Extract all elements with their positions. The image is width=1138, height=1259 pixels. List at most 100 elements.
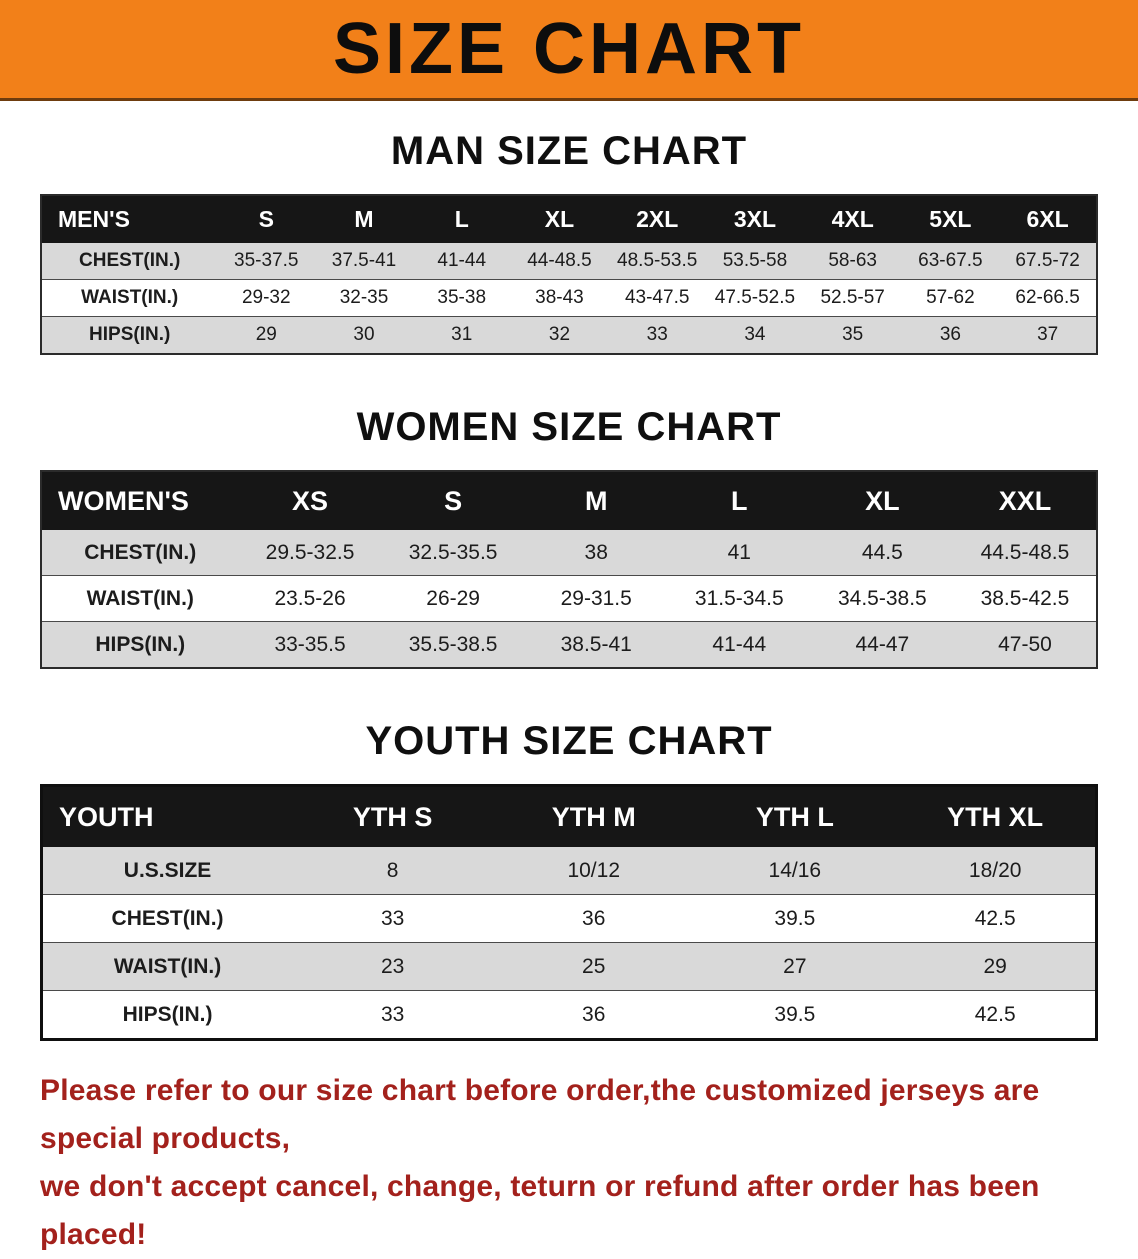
table-cell: 32-35 <box>339 287 389 308</box>
row-label-cell: HIPS(IN.) <box>122 1002 213 1026</box>
section-heading: MAN SIZE CHART <box>390 129 748 173</box>
table-cell: 23 <box>380 954 405 978</box>
table-header-cell: WOMEN'S <box>41 471 239 530</box>
table-cell: 34.5-38.5 <box>837 586 927 610</box>
row-label-cell: WAIST(IN.) <box>81 287 179 308</box>
table-cell: 31.5-34.5 <box>694 586 784 610</box>
section-heading: WOMEN SIZE CHART <box>356 405 782 449</box>
table-cell: 27 <box>783 954 807 978</box>
table-row: WAIST(IN.) 29-32 32-35 35-38 38-43 43-47.5 47.… <box>41 279 1097 317</box>
size-table-men: MEN'S S M L XL 2XL 3XL 4XL 5XL 6XL CHEST(IN.) 35-37… <box>40 194 1098 355</box>
row-label-cell: WAIST(IN.) <box>86 586 194 610</box>
table-header-cell: XL <box>510 195 609 243</box>
table-cell: 44.5-48.5 <box>980 540 1070 564</box>
table-cell: 29-32 <box>241 287 291 308</box>
table-cell: 35.5-38.5 <box>408 632 498 656</box>
table-cell: 10/12 <box>567 858 621 882</box>
table-header-cell: 3XL <box>706 195 804 243</box>
table-cell: 25 <box>582 954 606 978</box>
row-label-cell: CHEST(IN.) <box>111 906 224 930</box>
table-cell: 33 <box>380 906 405 930</box>
table-cell: 33-35.5 <box>274 632 346 656</box>
row-label-cell: WAIST(IN.) <box>113 954 222 978</box>
table-header-cell: M <box>315 195 413 243</box>
table-cell: 31 <box>451 324 473 345</box>
table-header-cell: M <box>524 471 668 530</box>
table-cell: 33 <box>380 1002 405 1026</box>
table-header-cell: XL <box>810 471 954 530</box>
table-cell: 37 <box>1037 324 1059 345</box>
page-title: SIZE CHART <box>333 9 805 89</box>
table-cell: 33 <box>646 324 668 345</box>
table-cell: 8 <box>386 858 399 882</box>
table-cell: 14/16 <box>768 858 822 882</box>
table-cell: 44.5 <box>861 540 903 564</box>
table-cell: 26-29 <box>426 586 480 610</box>
table-cell: 35-38 <box>437 287 487 308</box>
table-row: CHEST(IN.) 29.5-32.5 32.5-35.5 38 41 44.5 44.5… <box>41 530 1097 576</box>
size-chart-section-youth: YOUTH SIZE CHART YOUTH YTH S YTH M YTH L YTH … <box>0 719 1138 1041</box>
row-label-cell: HIPS(IN.) <box>89 324 171 345</box>
table-header-cell: MEN'S <box>41 195 218 243</box>
row-label-cell: CHEST(IN.) <box>84 540 197 564</box>
table-cell: 39.5 <box>774 1002 816 1026</box>
table-cell: 29.5-32.5 <box>265 540 355 564</box>
table-cell: 57-62 <box>926 287 975 308</box>
table-cell: 38 <box>584 540 608 564</box>
table-cell: 47.5-52.5 <box>714 287 796 308</box>
table-header-cell: YTH XL <box>895 785 1097 847</box>
table-header-cell: 5XL <box>901 195 1000 243</box>
table-cell: 52.5-57 <box>820 287 885 308</box>
table-row: WAIST(IN.) 23.5-26 26-29 29-31.5 31.5-34.5 34… <box>41 575 1097 622</box>
table-cell: 35-37.5 <box>234 250 299 271</box>
table-row: HIPS(IN.) 33-35.5 35.5-38.5 38.5-41 41-44 44-… <box>41 621 1097 668</box>
table-cell: 48.5-53.5 <box>617 250 698 271</box>
table-cell: 32.5-35.5 <box>408 540 498 564</box>
table-cell: 18/20 <box>968 858 1022 882</box>
table-cell: 41-44 <box>437 250 487 271</box>
table-header-cell: YTH L <box>694 785 896 847</box>
table-cell: 41 <box>727 540 751 564</box>
disclaimer-line-2: we don't accept cancel, change, teturn o… <box>40 1170 1040 1251</box>
charts-container: MAN SIZE CHART MEN'S S M L XL 2XL 3XL 4XL 5XL 6XL C… <box>0 129 1138 1041</box>
table-row: CHEST(IN.) 35-37.5 37.5-41 41-44 44-48.5 48.5… <box>41 243 1097 280</box>
table-header-cell: XXL <box>953 471 1097 530</box>
table-cell: 23.5-26 <box>274 586 346 610</box>
table-cell: 29 <box>255 324 277 345</box>
table-row: U.S.SIZE 8 10/12 14/16 18/20 <box>41 847 1097 895</box>
table-cell: 34 <box>744 324 766 345</box>
size-chart-section-men: MAN SIZE CHART MEN'S S M L XL 2XL 3XL 4XL 5XL 6XL C… <box>0 129 1138 355</box>
table-header-cell: 4XL <box>803 195 902 243</box>
table-cell: 36 <box>939 324 961 345</box>
table-cell: 43-47.5 <box>624 287 690 308</box>
table-cell: 53.5-58 <box>722 250 788 271</box>
row-label-cell: CHEST(IN.) <box>79 250 181 271</box>
table-cell: 67.5-72 <box>1015 250 1080 271</box>
table-cell: 30 <box>353 324 375 345</box>
row-label-cell: HIPS(IN.) <box>95 632 186 656</box>
table-cell: 36 <box>582 1002 606 1026</box>
size-table-women: WOMEN'S XS S M L XL XXL CHEST(IN.) 29.5-32.5 32.5… <box>40 470 1098 669</box>
size-chart-section-women: WOMEN SIZE CHART WOMEN'S XS S M L XL XXL CHEST(I… <box>0 405 1138 669</box>
section-heading: YOUTH SIZE CHART <box>365 719 773 763</box>
table-header-cell: L <box>667 471 811 530</box>
table-header-cell: S <box>381 471 525 530</box>
table-cell: 38.5-42.5 <box>980 586 1070 610</box>
table-header-cell: 2XL <box>608 195 707 243</box>
table-header-cell: L <box>412 195 511 243</box>
row-label-cell: U.S.SIZE <box>123 858 212 882</box>
table-header-row: WOMEN'S XS S M L XL XXL <box>41 471 1097 530</box>
table-cell: 58-63 <box>828 250 877 271</box>
table-row: CHEST(IN.) 33 36 39.5 42.5 <box>41 894 1097 943</box>
table-cell: 38.5-41 <box>560 632 632 656</box>
banner: SIZE CHART <box>0 0 1138 101</box>
table-header-cell: XS <box>238 471 382 530</box>
disclaimer-line-1: Please refer to our size chart before or… <box>40 1074 1040 1155</box>
table-header-cell: YTH S <box>292 785 494 847</box>
table-header-cell: YOUTH <box>41 785 293 847</box>
table-cell: 44-47 <box>855 632 910 656</box>
table-header-row: YOUTH YTH S YTH M YTH L YTH XL <box>41 785 1097 847</box>
table-header-row: MEN'S S M L XL 2XL 3XL 4XL 5XL 6XL <box>41 195 1097 243</box>
table-cell: 39.5 <box>774 906 816 930</box>
